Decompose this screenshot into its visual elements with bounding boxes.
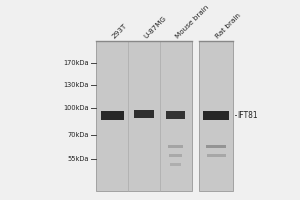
Bar [203, 111, 229, 120]
Text: Rat brain: Rat brain [214, 12, 242, 40]
Text: 293T: 293T [111, 22, 128, 40]
Bar [101, 111, 124, 120]
Text: U-87MG: U-87MG [142, 15, 167, 40]
Bar [168, 145, 183, 148]
Text: 70kDa: 70kDa [68, 132, 89, 138]
Text: 130kDa: 130kDa [64, 82, 89, 88]
Bar [167, 111, 185, 119]
Bar [97, 41, 192, 191]
Text: 170kDa: 170kDa [63, 60, 89, 66]
Text: 100kDa: 100kDa [63, 105, 89, 111]
Bar [206, 145, 226, 148]
Text: IFT81: IFT81 [237, 111, 257, 120]
Bar [134, 110, 154, 118]
Bar [199, 41, 233, 191]
Bar [169, 154, 182, 157]
Bar [207, 154, 226, 157]
Text: Mouse brain: Mouse brain [174, 4, 210, 40]
Bar [170, 163, 181, 166]
Text: 55kDa: 55kDa [68, 156, 89, 162]
